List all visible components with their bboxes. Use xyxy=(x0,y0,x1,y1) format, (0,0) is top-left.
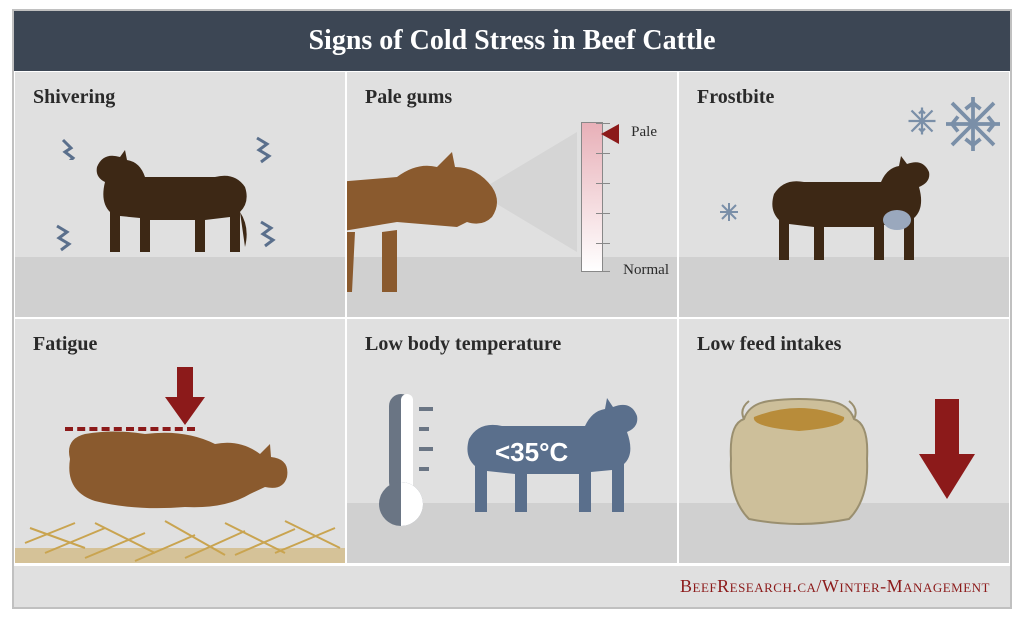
shiver-line-icon xyxy=(259,218,293,248)
infographic-container: Signs of Cold Stress in Beef Cattle Shiv… xyxy=(12,9,1012,609)
ground xyxy=(15,257,345,317)
gum-color-scale xyxy=(581,122,603,272)
scale-pointer-icon xyxy=(601,124,619,144)
cell-frostbite: Frostbite xyxy=(678,71,1010,318)
label-frostbite: Frostbite xyxy=(697,86,774,109)
scale-label-normal: Normal xyxy=(623,262,669,279)
cow-head-icon xyxy=(346,132,537,292)
cow-icon xyxy=(85,142,265,262)
label-fatigue: Fatigue xyxy=(33,333,97,356)
label-pale-gums: Pale gums xyxy=(365,86,452,109)
dashed-line-icon xyxy=(65,427,195,431)
snowflake-icon xyxy=(907,106,937,136)
shiver-line-icon xyxy=(55,222,89,252)
cell-pale-gums: Pale gums Pale Normal xyxy=(346,71,678,318)
cell-fatigue: Fatigue xyxy=(14,318,346,565)
cell-low-temp: Low body temperature <35°C xyxy=(346,318,678,565)
label-low-feed: Low feed intakes xyxy=(697,333,841,356)
label-shivering: Shivering xyxy=(33,86,115,109)
down-arrow-icon xyxy=(919,399,975,499)
cow-icon xyxy=(749,152,939,267)
label-low-temp: Low body temperature xyxy=(365,333,561,356)
title-bar: Signs of Cold Stress in Beef Cattle xyxy=(14,11,1010,71)
feed-sack-icon xyxy=(719,379,879,529)
lying-cow-icon xyxy=(55,419,295,529)
temperature-value: <35°C xyxy=(495,437,568,468)
shiver-line-icon xyxy=(255,134,289,164)
cell-shivering: Shivering xyxy=(14,71,346,318)
shiver-line-icon xyxy=(61,136,95,160)
down-arrow-icon xyxy=(165,367,205,425)
thermometer-icon xyxy=(375,389,435,529)
cell-low-feed: Low feed intakes xyxy=(678,318,1010,565)
page-title: Signs of Cold Stress in Beef Cattle xyxy=(308,25,715,56)
snowflake-icon xyxy=(943,94,1003,154)
cells-grid: Shivering Pale gums xyxy=(14,71,1010,564)
scale-label-pale: Pale xyxy=(631,124,657,141)
source-url: BeefResearch.ca/Winter-Management xyxy=(680,576,990,596)
footer-link: BeefResearch.ca/Winter-Management xyxy=(14,564,1010,607)
snowflake-icon xyxy=(719,202,739,222)
